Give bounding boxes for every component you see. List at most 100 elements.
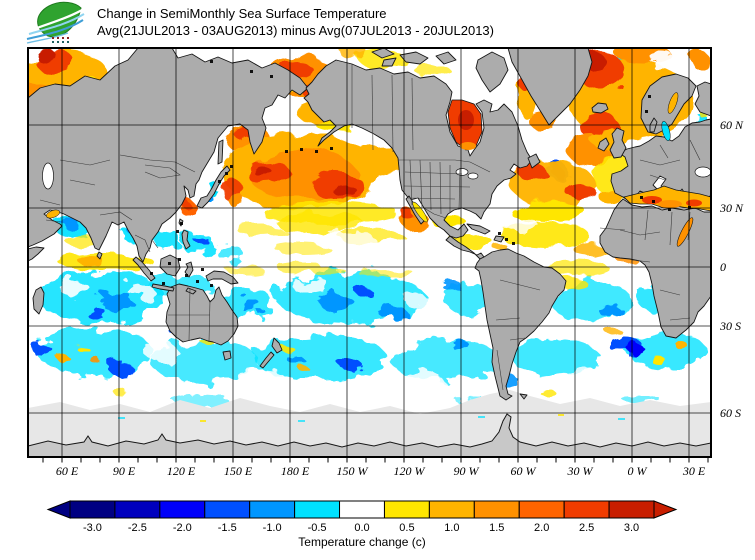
leaf-wave-icon	[26, 1, 85, 44]
landmass-nz-south	[259, 351, 275, 369]
colorbar-tick-label: -0.5	[308, 522, 327, 534]
lon-label: 120 W	[393, 464, 425, 478]
landmass-uk	[609, 127, 627, 159]
colorbar: -3.0 -2.5 -2.0 -1.5 -1.0 -0.5 0.0 0.5 1.0 1.5 2.0 2…	[46, 500, 678, 549]
lat-label: 60 N	[720, 118, 744, 132]
coastal-speckles	[150, 60, 691, 287]
colorbar-tick-label: -1.5	[218, 522, 237, 534]
colorbar-tick-label: 0.0	[354, 522, 369, 534]
landmass-eurasia	[28, 48, 309, 263]
lat-label: 60 S	[720, 406, 741, 420]
colorbar-label: Temperature change (c)	[298, 535, 425, 549]
colorbar-right-arrow	[653, 500, 678, 519]
landmass-timor	[185, 287, 197, 295]
landmass-australia	[165, 283, 239, 346]
baltic-sea	[661, 121, 671, 141]
colorbar-segment	[339, 500, 385, 519]
gulf-of-california	[412, 201, 428, 223]
landmass-antarctica	[28, 413, 711, 457]
lon-label: 60 E	[55, 464, 79, 478]
anomaly-white-patches	[60, 52, 676, 391]
colorbar-tick-label: 1.0	[444, 522, 459, 534]
colorbar-tick-label: 0.5	[399, 522, 414, 534]
map-frame	[27, 47, 712, 458]
agency-logo	[26, 1, 85, 44]
colorbar-segment	[473, 500, 520, 519]
landmass-tasmania	[222, 350, 232, 361]
landmass-hispaniola	[493, 235, 505, 243]
lon-label: 90 E	[112, 464, 136, 478]
landmass-kola	[694, 81, 711, 117]
landmass-arctic-islands-2	[435, 51, 457, 65]
colorbar-segment	[114, 500, 161, 519]
landmass-new-guinea	[205, 270, 239, 285]
landmass-sakhalin	[217, 139, 224, 165]
colorbar-tick-label: -2.5	[128, 522, 147, 534]
colorbar-left-arrow	[46, 500, 71, 519]
colorbar-segment	[69, 500, 116, 519]
title-line-2: Avg(21JUL2013 - 03AUG2013) minus Avg(07J…	[97, 23, 494, 38]
colorbar-segment	[294, 500, 341, 519]
chart-titles: Change in SemiMonthly Sea Surface Temper…	[97, 5, 494, 39]
landmass-ireland	[597, 137, 610, 152]
colorbar-segment	[608, 500, 655, 519]
landmass-banks-island	[381, 57, 397, 67]
longitude-minor-ticks	[42, 458, 709, 463]
colorbar-segment	[204, 500, 251, 519]
colorbar-tick-label: 2.5	[579, 522, 594, 534]
landmass-cuba	[466, 223, 491, 235]
landmass-baffin-island	[475, 51, 509, 93]
lat-label: 30 S	[720, 319, 741, 333]
great-lake-2	[467, 172, 479, 180]
colorbar-segment	[518, 500, 565, 519]
landmass-newfoundland	[527, 153, 541, 169]
ice-band-speckles	[118, 414, 625, 422]
landmass-arctic-islands-1	[399, 51, 429, 65]
landmass-greenland	[507, 48, 593, 126]
lon-label: 180 E	[280, 464, 310, 478]
landmass-sumatra	[132, 256, 156, 282]
lon-label: 120 E	[166, 464, 196, 478]
colorbar-segment	[249, 500, 296, 519]
lat-label: 30 N	[720, 201, 744, 215]
landmass-srilanka	[96, 251, 103, 260]
colorbar-tick-label: 2.0	[534, 522, 549, 534]
lon-label: 30 W	[567, 464, 593, 478]
black-sea	[694, 166, 711, 178]
landmass-java	[151, 283, 175, 292]
great-lake-1	[455, 168, 469, 176]
gulf-of-bothnia	[667, 92, 679, 114]
lon-label: 150 W	[336, 464, 368, 478]
lon-label: 30 E	[682, 464, 706, 478]
title-line-1: Change in SemiMonthly Sea Surface Temper…	[97, 6, 387, 21]
persian-gulf	[46, 209, 60, 219]
colorbar-tick-label: -2.0	[173, 522, 192, 534]
continents	[28, 48, 711, 401]
landmass-iceland	[591, 102, 609, 114]
landmass-borneo	[159, 254, 181, 277]
lon-label: 90 W	[453, 464, 479, 478]
landmass-arctic-islands-3	[371, 48, 395, 59]
colorbar-segment	[428, 500, 475, 519]
colorbar-tick-label: 3.0	[624, 522, 639, 534]
landmass-nz-north	[271, 337, 283, 354]
landmass-philippines	[181, 229, 191, 250]
lon-label: 150 E	[223, 464, 253, 478]
landmass-europe	[610, 118, 711, 206]
colorbar-tick-label: -3.0	[83, 522, 102, 534]
colorbar-segment	[563, 500, 610, 519]
colorbar-segment	[159, 500, 206, 519]
landmass-horn-of-africa	[28, 246, 45, 262]
landmass-japan	[196, 165, 231, 209]
landmass-south-america	[474, 248, 567, 401]
lat-label: 0	[720, 260, 726, 274]
lon-label: 0 W	[627, 464, 647, 478]
colorbar-tick-label: 1.5	[489, 522, 504, 534]
anomaly-field-cool	[32, 56, 709, 406]
colorbar-segment	[383, 500, 430, 519]
country-borders	[39, 64, 701, 391]
caspian-sea	[42, 162, 54, 190]
landmass-falklands	[519, 393, 528, 400]
